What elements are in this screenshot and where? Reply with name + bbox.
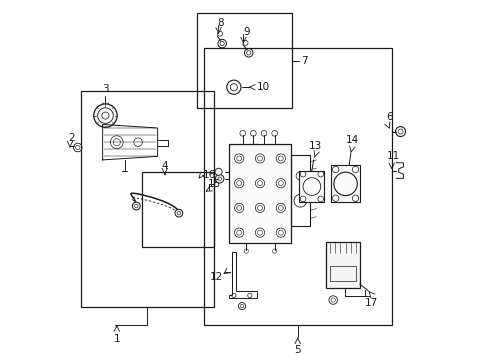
Text: 6: 6 xyxy=(386,112,392,122)
Bar xyxy=(299,171,324,202)
Text: 12: 12 xyxy=(209,272,223,282)
Text: 1: 1 xyxy=(113,334,120,344)
Text: 17: 17 xyxy=(364,298,377,307)
Bar xyxy=(331,165,359,202)
Text: 9: 9 xyxy=(244,27,250,37)
Circle shape xyxy=(215,168,222,175)
Text: 3: 3 xyxy=(102,84,108,94)
Circle shape xyxy=(94,104,117,127)
Text: 8: 8 xyxy=(217,18,224,28)
Text: 10: 10 xyxy=(256,82,269,92)
Bar xyxy=(196,13,292,108)
Text: 4: 4 xyxy=(161,161,168,171)
Circle shape xyxy=(175,209,183,217)
Text: 15: 15 xyxy=(207,179,221,189)
Text: 11: 11 xyxy=(386,150,399,161)
Text: 5: 5 xyxy=(294,346,301,355)
Text: 14: 14 xyxy=(345,135,358,145)
Bar xyxy=(325,242,359,288)
Circle shape xyxy=(132,202,140,210)
Text: 7: 7 xyxy=(301,55,307,66)
Bar xyxy=(81,91,214,307)
Bar xyxy=(228,144,290,243)
Bar xyxy=(142,172,214,247)
Bar xyxy=(290,154,309,226)
Bar xyxy=(329,266,355,280)
Text: 13: 13 xyxy=(308,141,322,151)
Text: 16: 16 xyxy=(202,170,215,180)
Circle shape xyxy=(215,175,224,183)
Bar xyxy=(203,48,391,325)
Text: 2: 2 xyxy=(68,133,75,143)
